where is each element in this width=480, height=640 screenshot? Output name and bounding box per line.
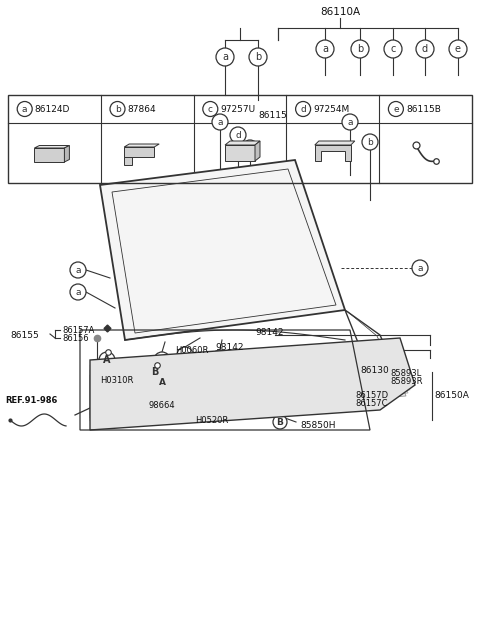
Polygon shape (124, 147, 154, 157)
Text: 98142: 98142 (255, 328, 284, 337)
Circle shape (384, 40, 402, 58)
Text: 86130: 86130 (360, 365, 389, 374)
Circle shape (242, 140, 258, 156)
Text: d: d (422, 44, 428, 54)
Polygon shape (225, 145, 255, 161)
Text: 86156: 86156 (62, 333, 89, 342)
Text: a: a (182, 351, 188, 360)
Polygon shape (315, 141, 355, 145)
Text: H0310R: H0310R (100, 376, 133, 385)
Text: d: d (235, 131, 241, 140)
Polygon shape (90, 355, 406, 421)
Text: b: b (367, 138, 373, 147)
Text: 85850H: 85850H (300, 420, 336, 429)
Polygon shape (255, 141, 260, 161)
Circle shape (70, 284, 86, 300)
Circle shape (212, 350, 228, 366)
Circle shape (449, 40, 467, 58)
Text: b: b (115, 104, 120, 113)
Text: b: b (357, 44, 363, 54)
Text: e: e (217, 353, 223, 362)
Text: a: a (222, 52, 228, 62)
Polygon shape (100, 160, 345, 340)
Circle shape (216, 48, 234, 66)
Text: c: c (248, 143, 252, 152)
Circle shape (388, 102, 403, 116)
Circle shape (154, 352, 170, 368)
Polygon shape (90, 350, 408, 418)
Text: a: a (159, 355, 165, 365)
Text: 86157D: 86157D (355, 390, 388, 399)
Text: A: A (158, 378, 166, 387)
Circle shape (110, 102, 125, 116)
Polygon shape (90, 338, 415, 430)
Circle shape (230, 127, 246, 143)
Text: d: d (300, 104, 306, 113)
Text: a: a (322, 44, 328, 54)
Text: B: B (276, 417, 283, 426)
Text: B: B (151, 367, 159, 377)
Polygon shape (35, 148, 64, 162)
Circle shape (155, 375, 169, 389)
Circle shape (362, 134, 378, 150)
Text: 98664: 98664 (148, 401, 175, 410)
Circle shape (351, 40, 369, 58)
Circle shape (147, 364, 163, 380)
Text: c: c (390, 44, 396, 54)
Circle shape (212, 114, 228, 130)
Text: REF.91-986: REF.91-986 (5, 396, 58, 404)
Polygon shape (64, 145, 70, 162)
Polygon shape (90, 345, 410, 415)
Text: a: a (22, 104, 27, 113)
Text: a: a (75, 287, 81, 296)
Circle shape (416, 40, 434, 58)
Circle shape (249, 48, 267, 66)
Circle shape (203, 102, 218, 116)
Text: 97254M: 97254M (313, 104, 349, 113)
Text: H0060R: H0060R (175, 346, 208, 355)
Bar (8, 95, 472, 183)
Circle shape (342, 114, 358, 130)
Polygon shape (124, 144, 159, 147)
Text: 86115: 86115 (258, 111, 287, 120)
Text: a: a (75, 266, 81, 275)
Text: 97257U: 97257U (220, 104, 255, 113)
Text: e: e (455, 44, 461, 54)
Polygon shape (35, 145, 70, 148)
Polygon shape (315, 145, 351, 161)
Text: 86157C: 86157C (355, 399, 387, 408)
Text: e: e (393, 104, 399, 113)
Text: 86150A: 86150A (434, 390, 469, 399)
Polygon shape (124, 157, 132, 165)
Text: 85893R: 85893R (390, 376, 422, 385)
Text: H0520R: H0520R (195, 415, 228, 424)
Circle shape (70, 262, 86, 278)
Text: 86115B: 86115B (406, 104, 441, 113)
Text: 86157A: 86157A (62, 326, 95, 335)
Circle shape (316, 40, 334, 58)
Text: 86124D: 86124D (35, 104, 70, 113)
Text: 86155: 86155 (10, 330, 39, 339)
Circle shape (412, 260, 428, 276)
Text: a: a (417, 264, 423, 273)
Text: 98142: 98142 (215, 342, 243, 351)
Circle shape (273, 415, 287, 429)
Circle shape (177, 347, 193, 363)
Text: b: b (255, 52, 261, 62)
Text: a: a (217, 118, 223, 127)
Circle shape (296, 102, 311, 116)
Text: 87864: 87864 (128, 104, 156, 113)
Text: c: c (208, 104, 213, 113)
Text: 86110A: 86110A (320, 7, 360, 17)
Circle shape (17, 102, 32, 116)
Text: 85893L: 85893L (390, 369, 421, 378)
Text: A: A (103, 355, 111, 365)
Text: a: a (347, 118, 353, 127)
Circle shape (99, 352, 115, 368)
Polygon shape (225, 141, 260, 145)
